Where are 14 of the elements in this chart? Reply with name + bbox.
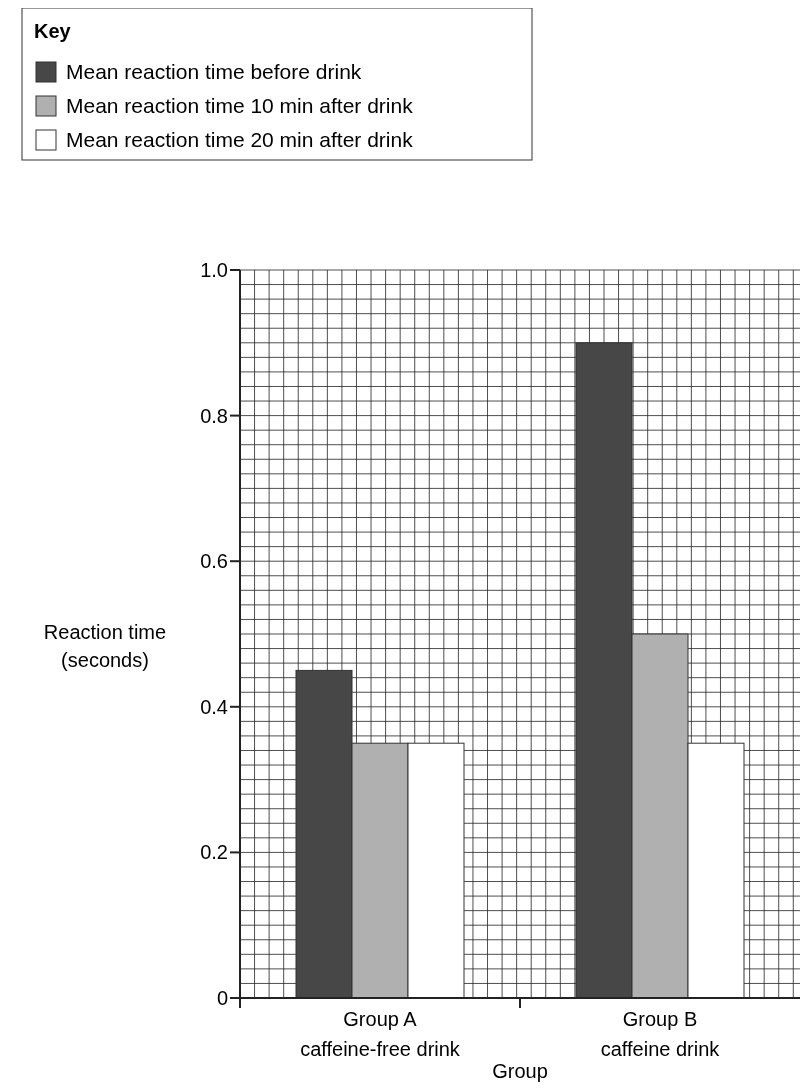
y-tick-label: 0.6: [200, 550, 228, 573]
x-tick-label: Group A caffeine-free drink: [300, 1008, 461, 1060]
legend-label: Mean reaction time before drink: [66, 60, 362, 83]
y-tick-label: 0: [216, 987, 228, 1009]
y-tick-label: 0.2: [200, 841, 228, 864]
legend-label: Mean reaction time 10 min after drink: [66, 94, 414, 117]
x-axis-title: Group: [492, 1060, 548, 1082]
legend-label: Mean reaction time 20 min after drink: [66, 128, 414, 151]
x-tick-label: Group B caffeine drink: [600, 1008, 721, 1060]
y-tick-label: 1.0: [200, 259, 228, 281]
y-tick-label: 0.8: [200, 404, 228, 427]
y-tick-label: 0.4: [200, 695, 228, 718]
y-axis-title: Reaction time (seconds): [43, 621, 167, 671]
legend-title: Key: [34, 20, 72, 42]
